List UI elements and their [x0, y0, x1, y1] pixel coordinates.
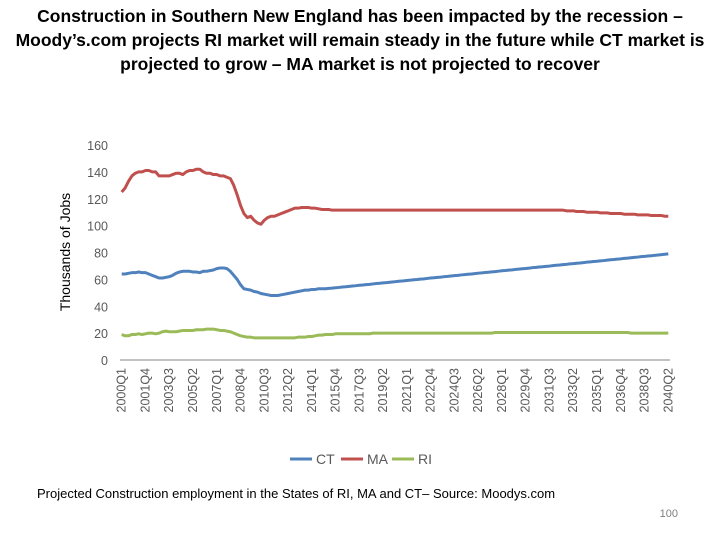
x-tick-label: 2021Q1 [400, 368, 414, 413]
x-tick-label: 2001Q4 [138, 368, 152, 413]
x-tick-label: 2010Q3 [257, 368, 271, 413]
x-tick-label: 2033Q2 [566, 368, 580, 413]
x-tick-label: 2026Q2 [471, 368, 485, 413]
y-axis-label: Thousands of Jobs [57, 193, 73, 311]
y-tick-label: 140 [87, 166, 108, 180]
y-tick-label: 120 [87, 193, 108, 207]
series-line [121, 252, 669, 297]
x-tick-label: 2024Q3 [447, 368, 461, 413]
y-tick-label: 80 [94, 247, 108, 261]
y-tick-label: 0 [101, 354, 108, 368]
legend-label: MA [367, 451, 389, 467]
x-tick-label: 2029Q4 [519, 368, 533, 413]
x-tick-label: 2003Q3 [162, 368, 176, 413]
caption: Projected Construction employment in the… [37, 486, 556, 501]
series-line [121, 327, 669, 340]
x-tick-label: 2015Q4 [329, 368, 343, 413]
y-tick-label: 160 [87, 139, 108, 153]
y-tick-label: 20 [94, 327, 108, 341]
x-tick-label: 2007Q1 [210, 368, 224, 413]
x-tick-label: 2022Q4 [424, 368, 438, 413]
page-number: 100 [659, 508, 678, 520]
x-tick-label: 2031Q3 [542, 368, 556, 413]
x-tick-label: 2038Q3 [638, 368, 652, 413]
x-tick-label: 2028Q1 [495, 368, 509, 413]
x-tick-label: 2017Q3 [352, 368, 366, 413]
x-tick-label: 2040Q2 [661, 368, 675, 413]
x-tick-label: 2008Q4 [234, 368, 248, 413]
x-tick-label: 2019Q2 [376, 368, 390, 413]
x-tick-label: 2014Q1 [305, 368, 319, 413]
x-tick-label: 2012Q2 [281, 368, 295, 413]
x-tick-label: 2035Q1 [590, 368, 604, 413]
y-tick-label: 100 [87, 220, 108, 234]
chart-title: Construction in Southern New England has… [15, 6, 705, 74]
series-line [120, 167, 669, 226]
legend-label: RI [418, 451, 432, 467]
y-tick-label: 40 [94, 300, 108, 314]
x-tick-label: 2000Q1 [115, 368, 129, 413]
x-tick-label: 2005Q2 [186, 368, 200, 413]
x-tick-label: 2036Q4 [614, 368, 628, 413]
legend-label: CT [316, 451, 335, 467]
y-tick-label: 60 [94, 273, 108, 287]
